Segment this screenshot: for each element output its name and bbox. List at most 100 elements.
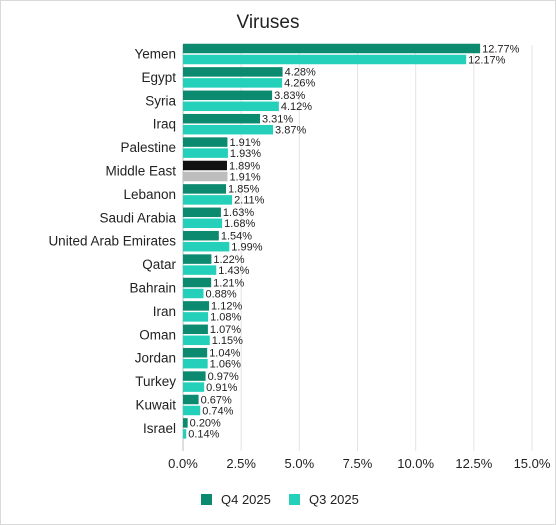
value-label-palestine-q4-2025: 1.91% [229,137,260,149]
category-label-yemen: Yemen [134,47,176,62]
value-label-oman-q4-2025: 1.07% [210,324,241,336]
bar-kuwait-q4-2025 [183,394,199,405]
bar-yemen-q4-2025 [183,43,481,54]
bar-iraq-q3-2025 [183,124,274,135]
legend-label-q4-2025: Q4 2025 [221,492,271,507]
category-label-saudi-arabia: Saudi Arabia [99,210,176,225]
bar-saudi-arabia-q3-2025 [183,218,223,229]
category-label-united-arab-emirates: United Arab Emirates [48,234,176,249]
category-label-middle-east: Middle East [105,164,176,179]
value-label-middle-east-q3-2025: 1.91% [229,171,260,183]
value-label-iraq-q4-2025: 3.31% [262,113,293,125]
bar-lebanon-q4-2025 [183,184,227,194]
category-label-oman: Oman [139,327,176,342]
x-tick-label-10-0: 10.0% [397,456,434,471]
bar-syria-q4-2025 [183,90,273,101]
bar-qatar-q3-2025 [183,265,217,275]
value-label-israel-q4-2025: 0.20% [190,418,221,430]
value-label-saudi-arabia-q4-2025: 1.63% [223,207,254,219]
category-label-kuwait: Kuwait [135,398,176,413]
value-labels: 12.77%12.17% 4.28%4.26%3.83%4.12%3.31%3.8… [188,43,519,440]
bar-middle-east-q3-2025 [183,171,228,182]
category-label-syria: Syria [145,93,176,108]
bar-saudi-arabia-q4-2025 [183,207,221,218]
category-label-jordan: Jordan [135,351,176,366]
bar-jordan-q4-2025 [183,347,208,358]
bar-turkey-q3-2025 [183,382,205,392]
value-label-yemen-q4-2025: 12.77% [482,43,520,55]
value-label-united-arab-emirates-q4-2025: 1.54% [221,230,252,242]
category-label-egypt: Egypt [141,70,176,85]
bar-united-arab-emirates-q4-2025 [183,230,219,241]
x-tick-label-12-5: 12.5% [455,456,492,471]
bar-israel-q3-2025 [183,429,187,439]
bar-bahrain-q4-2025 [183,277,212,288]
category-label-bahrain: Bahrain [129,281,176,296]
legend-label-q3-2025: Q3 2025 [309,492,359,507]
bar-bahrain-q3-2025 [183,288,204,299]
bar-palestine-q3-2025 [183,148,228,158]
value-label-syria-q4-2025: 3.83% [274,90,305,102]
value-label-egypt-q4-2025: 4.28% [285,67,316,79]
x-tick-label-0-0: 0.0% [168,456,198,471]
value-label-jordan-q3-2025: 1.06% [210,358,241,370]
bar-iran-q3-2025 [183,312,209,322]
category-label-israel: Israel [143,421,176,436]
value-label-syria-q3-2025: 4.12% [281,101,312,113]
bar-syria-q3-2025 [183,101,279,112]
x-axis-ticks: 0.0% 2.5% 5.0% 7.5% 10.0% 12.5% 15.0% [168,456,551,471]
value-label-iraq-q3-2025: 3.87% [275,124,306,136]
bar-yemen-q3-2025 [183,54,467,65]
value-label-united-arab-emirates-q3-2025: 1.99% [231,241,262,253]
x-tick-label-7-5: 7.5% [343,456,373,471]
value-label-lebanon-q4-2025: 1.85% [228,184,259,196]
legend-swatch-q4-2025 [201,494,212,505]
legend-swatch-q3-2025 [289,494,300,505]
value-label-kuwait-q3-2025: 0.74% [202,405,233,417]
category-label-iraq: Iraq [153,117,176,132]
bar-egypt-q4-2025 [183,67,283,77]
bar-kuwait-q3-2025 [183,405,201,416]
value-label-bahrain-q4-2025: 1.21% [213,277,244,289]
category-label-iran: Iran [153,304,176,319]
value-label-oman-q3-2025: 1.15% [212,335,243,347]
bar-jordan-q3-2025 [183,358,208,369]
x-tick-label-2-5: 2.5% [226,456,256,471]
bar-israel-q4-2025 [183,418,188,428]
value-label-israel-q3-2025: 0.14% [188,429,219,441]
value-label-iran-q3-2025: 1.08% [210,312,241,324]
bar-oman-q4-2025 [183,324,208,335]
value-label-yemen-q3-2025: 12.17% [468,54,506,66]
value-label-middle-east-q4-2025: 1.89% [229,160,260,172]
value-label-qatar-q3-2025: 1.43% [218,265,249,277]
value-label-turkey-q3-2025: 0.91% [206,382,237,394]
value-label-palestine-q3-2025: 1.93% [230,148,261,160]
category-label-qatar: Qatar [142,257,176,272]
chart-title: Viruses [236,12,299,33]
category-label-turkey: Turkey [135,374,176,389]
bars [183,43,481,439]
value-label-jordan-q4-2025: 1.04% [209,347,240,359]
bar-lebanon-q3-2025 [183,195,233,205]
bar-turkey-q4-2025 [183,371,206,381]
category-labels: Yemen Egypt Syria Iraq Palestine Middle East L… [48,47,176,436]
bar-palestine-q4-2025 [183,137,228,147]
bar-egypt-q3-2025 [183,78,283,88]
value-label-iran-q4-2025: 1.12% [211,301,242,313]
value-label-bahrain-q3-2025: 0.88% [205,288,236,300]
value-label-turkey-q4-2025: 0.97% [208,371,239,383]
value-label-egypt-q3-2025: 4.26% [284,78,315,90]
bar-middle-east-q4-2025 [183,160,227,171]
bar-united-arab-emirates-q3-2025 [183,241,230,252]
value-label-qatar-q4-2025: 1.22% [213,254,244,266]
value-label-kuwait-q4-2025: 0.67% [201,394,232,406]
value-label-saudi-arabia-q3-2025: 1.68% [224,218,255,230]
x-tick-label-15-0: 15.0% [514,456,551,471]
value-label-lebanon-q3-2025: 2.11% [234,195,265,207]
bar-oman-q3-2025 [183,335,210,346]
category-label-palestine: Palestine [120,140,176,155]
legend: Q4 2025 Q3 2025 [201,492,359,507]
category-label-lebanon: Lebanon [123,187,176,202]
x-tick-label-5-0: 5.0% [285,456,315,471]
